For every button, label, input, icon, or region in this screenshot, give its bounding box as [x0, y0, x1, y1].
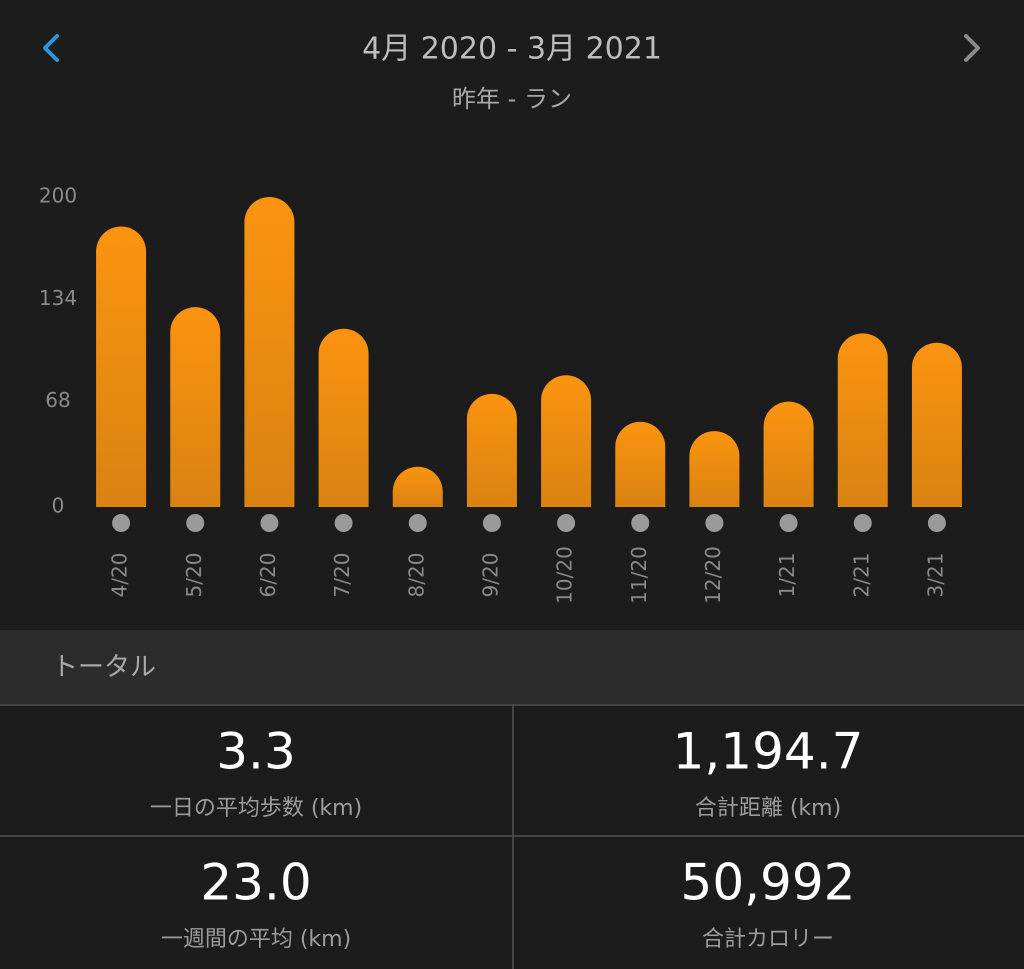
- x-tick-label: 11/20: [627, 546, 651, 604]
- next-button[interactable]: [964, 34, 980, 62]
- y-tick-label: 134: [39, 286, 77, 310]
- bar: [170, 307, 221, 507]
- stat-value: 50,992: [681, 854, 856, 912]
- month-dot: [779, 514, 798, 532]
- month-dot: [334, 514, 353, 532]
- bar: [318, 328, 369, 507]
- bar-chart: 0 68 134 200 4/20 5/20 6/20 7/20 8/20 9/20 10/20 11…: [39, 184, 962, 604]
- stat-value: 1,194.7: [673, 723, 864, 781]
- bar: [541, 375, 592, 507]
- x-tick-label: 9/20: [478, 553, 502, 598]
- month-dot: [408, 514, 427, 532]
- month-dot: [927, 514, 946, 532]
- stat-label: 合計カロリー: [702, 927, 834, 952]
- month-dot: [705, 514, 724, 532]
- bar: [392, 466, 443, 507]
- bar: [763, 401, 814, 507]
- x-tick-label: 12/20: [701, 546, 725, 604]
- x-tick-label: 3/21: [923, 553, 947, 598]
- stat-value: 23.0: [200, 854, 311, 912]
- month-dot: [186, 514, 205, 532]
- month-dot: [260, 514, 279, 532]
- x-tick-label: 7/20: [330, 553, 354, 598]
- month-dot: [631, 514, 650, 532]
- bar: [689, 431, 740, 507]
- x-tick-label: 5/20: [182, 553, 206, 598]
- period-title: 4月 2020 - 3月 2021: [362, 32, 662, 67]
- y-tick-label: 68: [45, 388, 70, 412]
- x-tick-label: 8/20: [404, 553, 428, 598]
- previous-button[interactable]: [43, 34, 59, 62]
- period-subtitle: 昨年 - ラン: [452, 85, 572, 113]
- bar: [244, 197, 295, 507]
- header-background: [0, 0, 1024, 630]
- stat-value: 3.3: [216, 723, 296, 781]
- section-title: トータル: [52, 653, 156, 683]
- x-tick-label: 1/21: [775, 553, 799, 598]
- month-dot: [112, 514, 131, 532]
- bar: [615, 421, 666, 507]
- stat-label: 一日の平均歩数 (km): [150, 796, 362, 821]
- bar: [96, 226, 147, 507]
- x-tick-label: 2/21: [849, 553, 873, 598]
- month-dot: [482, 514, 501, 532]
- y-tick-label: 0: [52, 494, 65, 518]
- month-dot: [557, 514, 576, 532]
- bar: [911, 342, 962, 507]
- x-tick-label: 4/20: [108, 553, 132, 598]
- y-tick-label: 200: [39, 184, 77, 208]
- stat-label: 一週間の平均 (km): [161, 927, 351, 952]
- bar: [837, 333, 888, 507]
- stats-grid: 3.3 一日の平均歩数 (km) 1,194.7 合計距離 (km) 23.0 一週間の平…: [150, 723, 864, 953]
- x-tick-label: 10/20: [553, 546, 577, 604]
- bar: [466, 393, 517, 507]
- section-header: [0, 630, 1024, 705]
- month-dot: [853, 514, 872, 532]
- stat-label: 合計距離 (km): [695, 796, 841, 821]
- x-tick-label: 6/20: [256, 553, 280, 598]
